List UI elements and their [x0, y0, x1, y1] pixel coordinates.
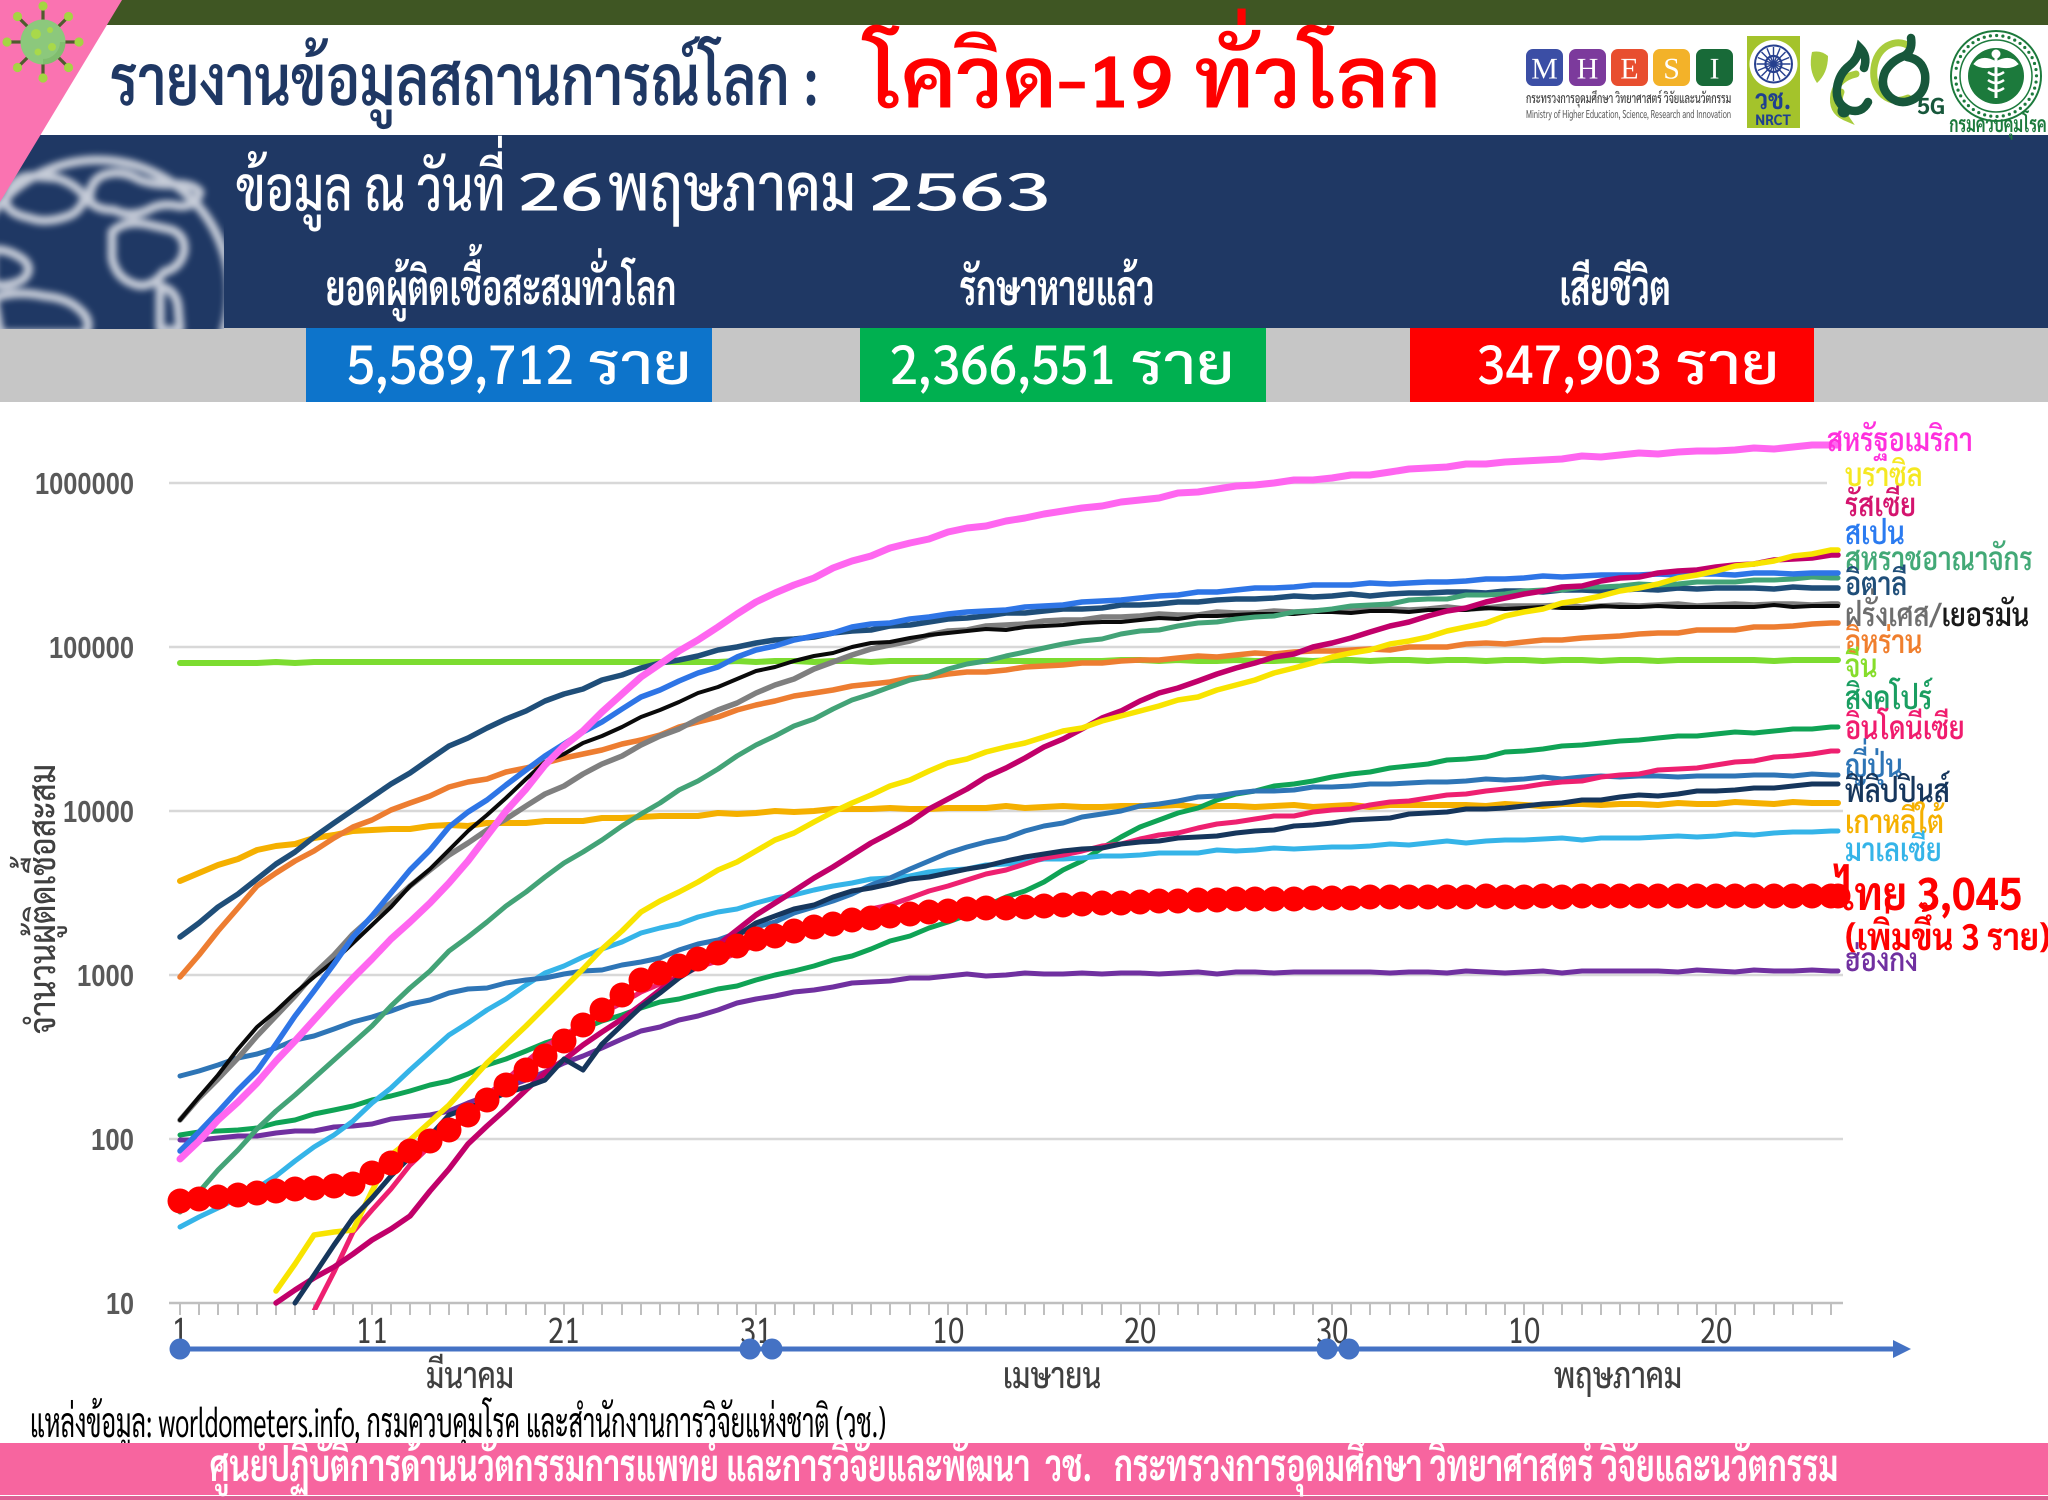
svg-text:1000: 1000	[77, 958, 134, 993]
svg-text:10000: 10000	[63, 794, 134, 829]
svg-text:100000: 100000	[49, 630, 134, 665]
svg-text:100: 100	[91, 1122, 134, 1157]
svg-text:1000000: 1000000	[35, 466, 134, 501]
svg-text:10: 10	[106, 1286, 134, 1321]
